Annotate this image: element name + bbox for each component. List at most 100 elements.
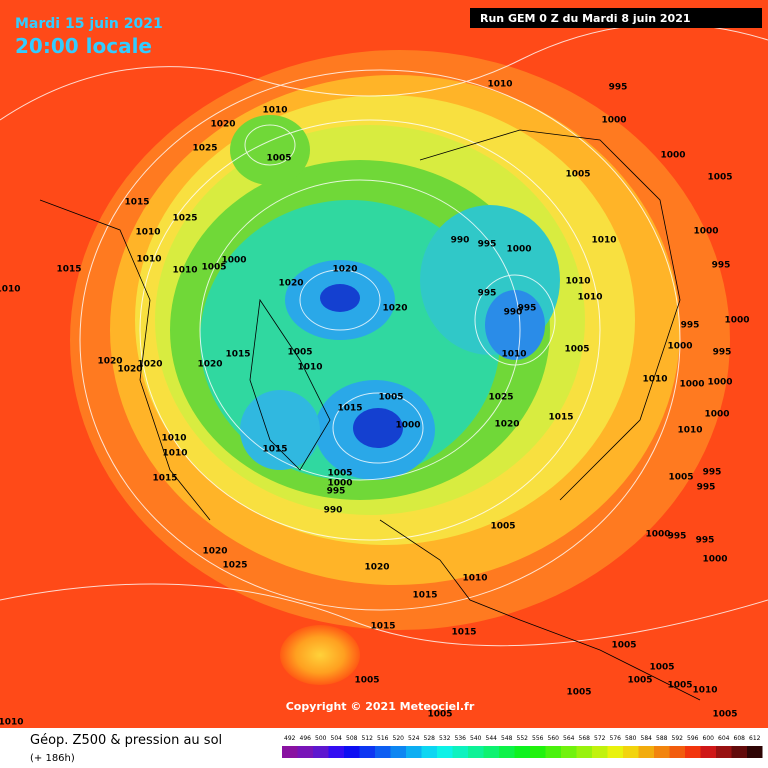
isobar-label: 995	[697, 483, 716, 493]
scale-label: 528	[424, 735, 436, 742]
isobar-label: 1010	[462, 574, 487, 584]
scale-cell	[437, 746, 453, 758]
isobar-label: 1000	[601, 116, 626, 126]
isobar-label: 1005	[707, 173, 732, 183]
legend-subtitle: (+ 186h)	[30, 753, 75, 764]
isobar-label: 1000	[724, 316, 749, 326]
scale-label: 572	[594, 735, 606, 742]
isobar-label: 1010	[577, 293, 602, 303]
isobar-label: 1005	[611, 641, 636, 651]
isobar-label: 1020	[137, 360, 162, 370]
scale-cell	[576, 746, 592, 758]
copyright: Copyright © 2021 Meteociel.fr	[286, 700, 475, 713]
scale-cell	[514, 746, 530, 758]
isobar-label: 1005	[490, 522, 515, 532]
scale-label: 544	[486, 735, 498, 742]
scale-cell	[561, 746, 577, 758]
isobar-label: 1005	[327, 469, 352, 479]
height-zone	[280, 625, 360, 685]
scale-label: 588	[656, 735, 668, 742]
scale-label: 556	[532, 735, 544, 742]
scale-label: 608	[734, 735, 746, 742]
scale-cell	[483, 746, 499, 758]
isobar-label: 990	[504, 308, 523, 318]
scale-cell	[731, 746, 747, 758]
isobar-label: 995	[668, 532, 687, 542]
isobar-label: 1010	[297, 363, 322, 373]
scale-cell	[313, 746, 329, 758]
height-zone	[485, 290, 545, 360]
isobar-label: 1010	[692, 686, 717, 696]
isobar-label: 1015	[56, 265, 81, 275]
scale-label: 524	[408, 735, 420, 742]
isobar-label: 1010	[677, 426, 702, 436]
scale-cell	[700, 746, 716, 758]
isobar-label: 1005	[287, 348, 312, 358]
run-info: Run GEM 0 Z du Mardi 8 juin 2021	[480, 12, 691, 25]
isobar-label: 1020	[117, 365, 142, 375]
scale-cell	[545, 746, 561, 758]
isobar-label: 1010	[161, 434, 186, 444]
isobar-label: 1005	[354, 676, 379, 686]
isobar-label: 1015	[370, 622, 395, 632]
scale-label: 520	[393, 735, 405, 742]
isobar-label: 1025	[488, 393, 513, 403]
height-zone	[240, 390, 320, 470]
scale-label: 600	[703, 735, 715, 742]
isobar-label: 1015	[337, 404, 362, 414]
isobar-label: 1005	[566, 688, 591, 698]
isobar-label: 1005	[564, 345, 589, 355]
scale-label: 580	[625, 735, 637, 742]
isobar-label: 1020	[332, 265, 357, 275]
scale-label: 504	[331, 735, 343, 742]
isobar-label: 1020	[197, 360, 222, 370]
isobar-label: 1015	[152, 474, 177, 484]
isobar-label: 1020	[278, 279, 303, 289]
isobar-label: 1005	[565, 170, 590, 180]
scale-cell	[638, 746, 654, 758]
isobar-label: 1020	[97, 357, 122, 367]
scale-cell	[344, 746, 360, 758]
scale-label: 540	[470, 735, 482, 742]
isobar-label: 1010	[0, 285, 21, 295]
scale-cell	[716, 746, 732, 758]
isobar-label: 1000	[660, 151, 685, 161]
isobar-label: 1015	[262, 445, 287, 455]
scale-cell	[669, 746, 685, 758]
isobar-label: 1010	[501, 350, 526, 360]
scale-label: 568	[579, 735, 591, 742]
scale-label: 596	[687, 735, 699, 742]
isobar-label: 1000	[667, 342, 692, 352]
isobars	[0, 23, 768, 647]
isobar-label: 995	[609, 83, 628, 93]
isobar-label: 1005	[668, 473, 693, 483]
scale-cell	[390, 746, 406, 758]
scale-cell	[406, 746, 422, 758]
scale-label: 584	[641, 735, 653, 742]
legend-title: Géop. Z500 & pression au sol	[30, 733, 222, 748]
isobar-label: 1005	[712, 710, 737, 720]
scale-label: 508	[346, 735, 358, 742]
isobar-label: 1010	[136, 255, 161, 265]
scale-cell	[685, 746, 701, 758]
isobar-label: 995	[713, 348, 732, 358]
isobar-label: 1010	[262, 106, 287, 116]
isobar-label: 1010	[172, 266, 197, 276]
isobar-label: 1000	[693, 227, 718, 237]
isobar-label: 1015	[548, 413, 573, 423]
isobar-label: 995	[681, 321, 700, 331]
isobar-label: 995	[327, 487, 346, 497]
scale-label: 564	[563, 735, 575, 742]
height-zone	[320, 284, 360, 312]
isobar-label: 995	[518, 304, 537, 314]
scale-label: 536	[455, 735, 467, 742]
isobar-label: 1000	[702, 555, 727, 565]
isobar-label: 995	[703, 468, 722, 478]
isobar-label: 990	[324, 506, 343, 516]
isobar-label: 1005	[627, 676, 652, 686]
isobar-label: 1015	[451, 628, 476, 638]
coastlines	[39, 129, 701, 701]
scale-label: 500	[315, 735, 327, 742]
scale-label: 576	[610, 735, 622, 742]
